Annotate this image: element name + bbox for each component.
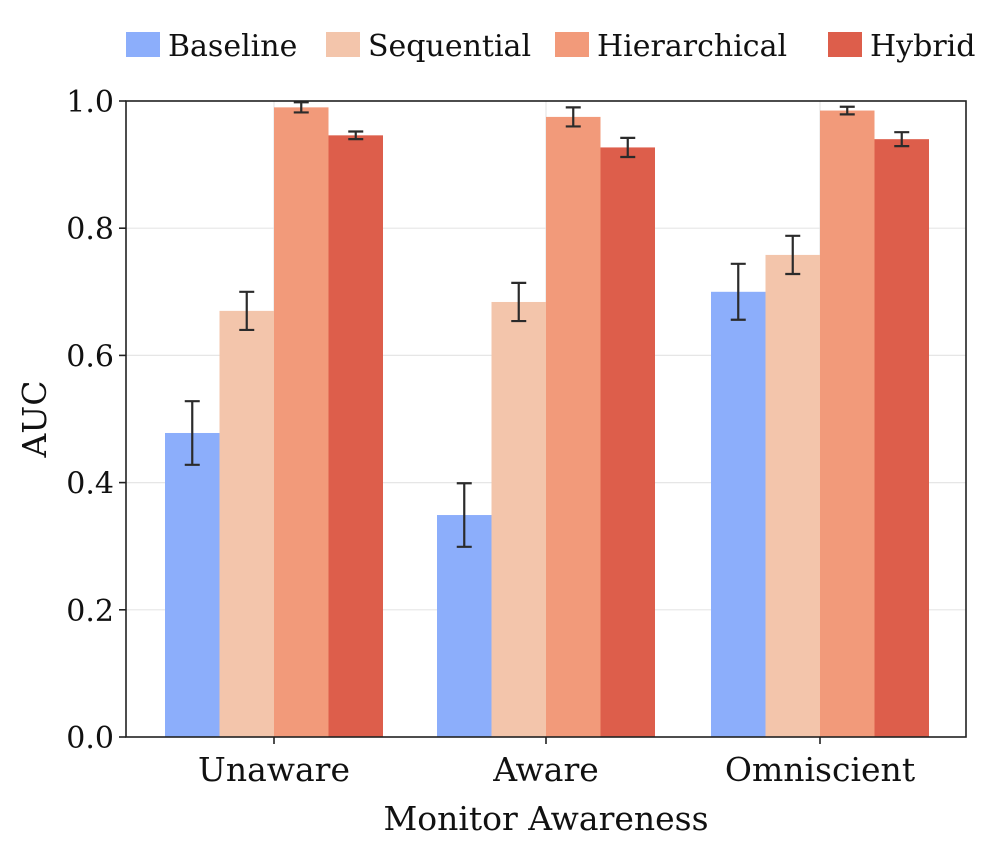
legend-swatch xyxy=(828,32,862,57)
error-bar-baseline-aware xyxy=(456,482,472,548)
legend-label: Baseline xyxy=(168,29,297,64)
error-bar-hybrid-omniscient xyxy=(894,131,910,148)
error-bar-hierarchical-omniscient xyxy=(839,105,855,116)
y-tick-label: 0.8 xyxy=(66,212,114,247)
bar-sequential-aware xyxy=(491,301,546,737)
x-tick-label: Omniscient xyxy=(725,750,915,789)
legend-item-hybrid: Hybrid xyxy=(828,29,975,64)
bar-hybrid-unaware xyxy=(328,135,383,737)
x-tick-label: Unaware xyxy=(198,750,350,789)
bars xyxy=(165,107,929,738)
error-bar-sequential-omniscient xyxy=(785,234,801,276)
bar-sequential-omniscient xyxy=(765,254,820,738)
error-bar-hierarchical-aware xyxy=(565,106,581,128)
error-bar-hierarchical-unaware xyxy=(293,101,309,114)
bar-hybrid-omniscient xyxy=(874,139,929,737)
bar-sequential-unaware xyxy=(219,310,274,737)
error-bar-sequential-unaware xyxy=(239,290,255,332)
x-axis-title: Monitor Awareness xyxy=(383,799,708,838)
legend-swatch xyxy=(555,32,589,57)
bar-baseline-aware xyxy=(437,515,492,737)
y-tick-label: 0.4 xyxy=(66,467,114,502)
x-axis-ticks: Unaware Aware Omniscient xyxy=(198,737,915,789)
legend-item-baseline: Baseline xyxy=(126,29,297,64)
y-axis-ticks: 0.0 0.2 0.4 0.6 0.8 1.0 xyxy=(66,85,126,756)
y-tick-label: 0.0 xyxy=(66,721,114,756)
y-tick-label: 0.6 xyxy=(66,339,114,374)
bar-hybrid-aware xyxy=(600,147,655,738)
legend-label: Sequential xyxy=(368,29,531,64)
error-bar-hybrid-unaware xyxy=(348,130,364,141)
y-tick-label: 0.2 xyxy=(66,594,114,629)
legend: Baseline Sequential Hierarchical Hybrid xyxy=(126,29,975,64)
y-axis-title: AUC xyxy=(15,381,54,459)
error-bar-baseline-unaware xyxy=(184,400,200,466)
error-bars xyxy=(184,101,910,548)
y-tick-label: 1.0 xyxy=(66,85,114,120)
legend-swatch xyxy=(326,32,360,57)
legend-label: Hierarchical xyxy=(597,29,787,64)
legend-label: Hybrid xyxy=(870,29,975,64)
legend-item-hierarchical: Hierarchical xyxy=(555,29,787,64)
error-bar-hybrid-aware xyxy=(620,136,636,159)
legend-item-sequential: Sequential xyxy=(326,29,531,64)
bar-hierarchical-omniscient xyxy=(820,110,875,738)
x-tick-label: Aware xyxy=(492,750,599,789)
bar-baseline-omniscient xyxy=(711,291,766,737)
error-bar-sequential-aware xyxy=(511,281,527,323)
bar-baseline-unaware xyxy=(165,432,220,737)
legend-swatch xyxy=(126,32,160,57)
bar-hierarchical-aware xyxy=(546,116,601,737)
error-bar-baseline-omniscient xyxy=(730,262,746,321)
bar-hierarchical-unaware xyxy=(274,107,329,738)
